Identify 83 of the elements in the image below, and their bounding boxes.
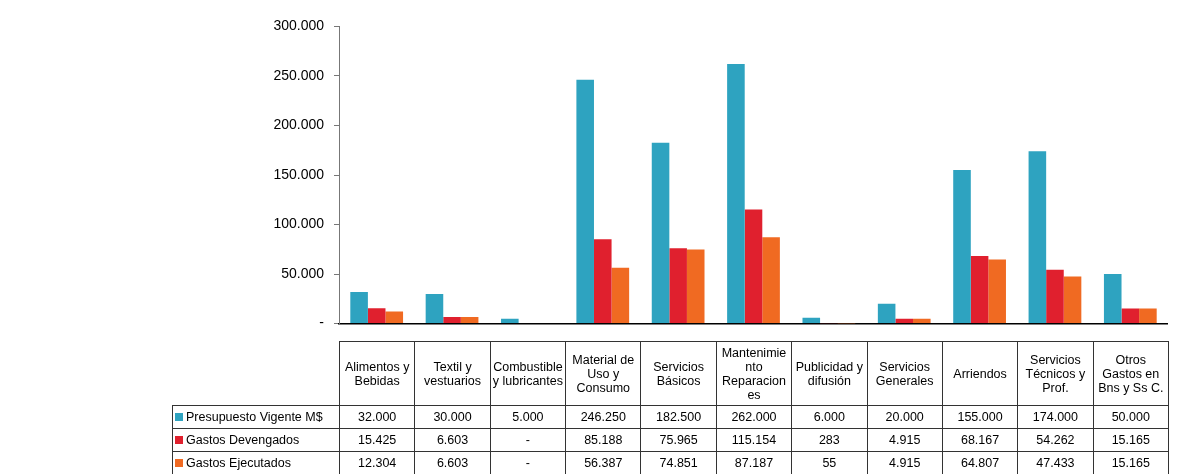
data-label: 85.188 <box>565 428 641 452</box>
x-tick-label: Alimentos y Bebidas <box>339 341 415 406</box>
bar <box>727 64 745 324</box>
bar <box>443 317 461 324</box>
y-tick-label: 150.000 <box>273 165 325 182</box>
x-tick-label: Servicios Generales <box>867 341 943 406</box>
data-label: 6.603 <box>414 451 491 474</box>
bar <box>1139 308 1157 324</box>
y-tick-label: 100.000 <box>273 215 325 232</box>
data-label: 64.807 <box>942 451 1018 474</box>
bar <box>744 209 763 324</box>
data-label: 182.500 <box>640 405 717 429</box>
data-label: 54.262 <box>1017 428 1094 452</box>
bar <box>913 318 931 324</box>
data-label: 283 <box>791 428 868 452</box>
data-label: 246.250 <box>565 405 641 429</box>
data-label: 15.425 <box>339 428 415 452</box>
bar <box>895 318 914 324</box>
y-tick-label: 300.000 <box>273 17 325 34</box>
x-tick-label: Servicios Básicos <box>640 341 717 406</box>
legend-label: Gastos Devengados <box>172 428 340 452</box>
x-tick-label: Combustible y lubricantes <box>490 341 566 406</box>
x-tick-label: Material de Uso y Consumo <box>565 341 641 406</box>
bar <box>460 317 479 324</box>
x-tick-label: Textil y vestuarios <box>414 341 491 406</box>
bar <box>762 237 780 324</box>
y-tick-label: 50.000 <box>281 264 325 281</box>
data-label: 55 <box>791 451 868 474</box>
data-label: 5.000 <box>490 405 566 429</box>
bar <box>385 311 404 324</box>
data-label: 6.603 <box>414 428 491 452</box>
data-label: 15.165 <box>1093 451 1169 474</box>
bar <box>350 291 368 324</box>
data-label: 32.000 <box>339 405 415 429</box>
bar <box>1046 269 1064 324</box>
y-tick-label: - <box>319 314 325 331</box>
data-label: 56.387 <box>565 451 641 474</box>
data-label: 87.187 <box>716 451 792 474</box>
data-label: 30.000 <box>414 405 491 429</box>
data-label: 47.433 <box>1017 451 1094 474</box>
bar <box>1121 308 1140 324</box>
x-tick-label: Otros Gastos en Bns y Ss C. <box>1093 341 1169 406</box>
bar <box>593 239 612 324</box>
data-label: 155.000 <box>942 405 1018 429</box>
bar <box>802 317 821 324</box>
data-label: 262.000 <box>716 405 792 429</box>
bar <box>367 308 386 324</box>
data-label: 174.000 <box>1017 405 1094 429</box>
data-label: 115.154 <box>716 428 792 452</box>
data-label: 4.915 <box>867 428 943 452</box>
bar <box>611 267 630 324</box>
legend-label: Presupuesto Vigente M$ <box>172 405 340 429</box>
x-tick-label: Mantenimiento Reparaciones <box>716 341 792 406</box>
x-tick-label: Arriendos <box>942 341 1018 406</box>
bar <box>576 79 594 324</box>
data-label: 4.915 <box>867 451 943 474</box>
legend-label: Gastos Ejecutados <box>172 451 340 474</box>
bar <box>1063 276 1082 324</box>
data-label: - <box>490 451 566 474</box>
bar <box>651 142 670 324</box>
y-tick-label: 250.000 <box>273 66 325 83</box>
x-tick-label: Servicios Técnicos y Prof. <box>1017 341 1094 406</box>
bar <box>686 249 705 324</box>
bar <box>425 293 444 324</box>
data-label: 74.851 <box>640 451 717 474</box>
bar <box>970 256 989 324</box>
bar <box>953 170 971 324</box>
data-label: 75.965 <box>640 428 717 452</box>
bar <box>501 318 519 324</box>
data-label: 6.000 <box>791 405 868 429</box>
y-tick-label: 200.000 <box>273 116 325 133</box>
data-label: - <box>490 428 566 452</box>
data-label: 50.000 <box>1093 405 1169 429</box>
bar <box>669 248 687 324</box>
bar <box>1103 274 1122 324</box>
bar <box>877 303 896 324</box>
bar <box>1028 151 1047 324</box>
data-label: 68.167 <box>942 428 1018 452</box>
x-tick-label: Publicidad y difusión <box>791 341 868 406</box>
data-label: 20.000 <box>867 405 943 429</box>
data-label: 15.165 <box>1093 428 1169 452</box>
data-label: 12.304 <box>339 451 415 474</box>
bar <box>988 259 1006 324</box>
